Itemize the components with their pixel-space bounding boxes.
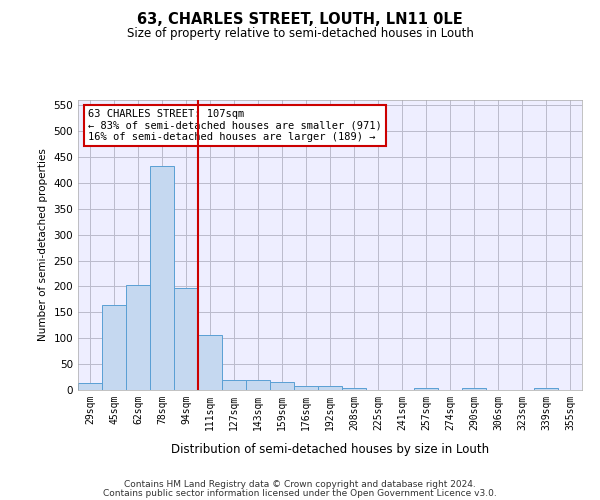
Y-axis label: Number of semi-detached properties: Number of semi-detached properties — [38, 148, 48, 342]
Bar — [222, 380, 246, 390]
Bar — [462, 388, 486, 390]
Bar — [246, 380, 270, 390]
Bar — [174, 288, 198, 390]
Bar — [102, 304, 126, 390]
Bar — [318, 386, 342, 390]
Bar — [270, 382, 294, 390]
Bar — [78, 384, 102, 390]
Text: Contains public sector information licensed under the Open Government Licence v3: Contains public sector information licen… — [103, 489, 497, 498]
Bar — [294, 386, 318, 390]
Bar — [534, 388, 558, 390]
Text: 63 CHARLES STREET: 107sqm
← 83% of semi-detached houses are smaller (971)
16% of: 63 CHARLES STREET: 107sqm ← 83% of semi-… — [88, 108, 382, 142]
Text: 63, CHARLES STREET, LOUTH, LN11 0LE: 63, CHARLES STREET, LOUTH, LN11 0LE — [137, 12, 463, 28]
Bar — [342, 388, 366, 390]
Text: Contains HM Land Registry data © Crown copyright and database right 2024.: Contains HM Land Registry data © Crown c… — [124, 480, 476, 489]
Bar — [198, 334, 222, 390]
Text: Distribution of semi-detached houses by size in Louth: Distribution of semi-detached houses by … — [171, 442, 489, 456]
Text: Size of property relative to semi-detached houses in Louth: Size of property relative to semi-detach… — [127, 28, 473, 40]
Bar — [150, 166, 174, 390]
Bar — [126, 285, 150, 390]
Bar — [414, 388, 438, 390]
